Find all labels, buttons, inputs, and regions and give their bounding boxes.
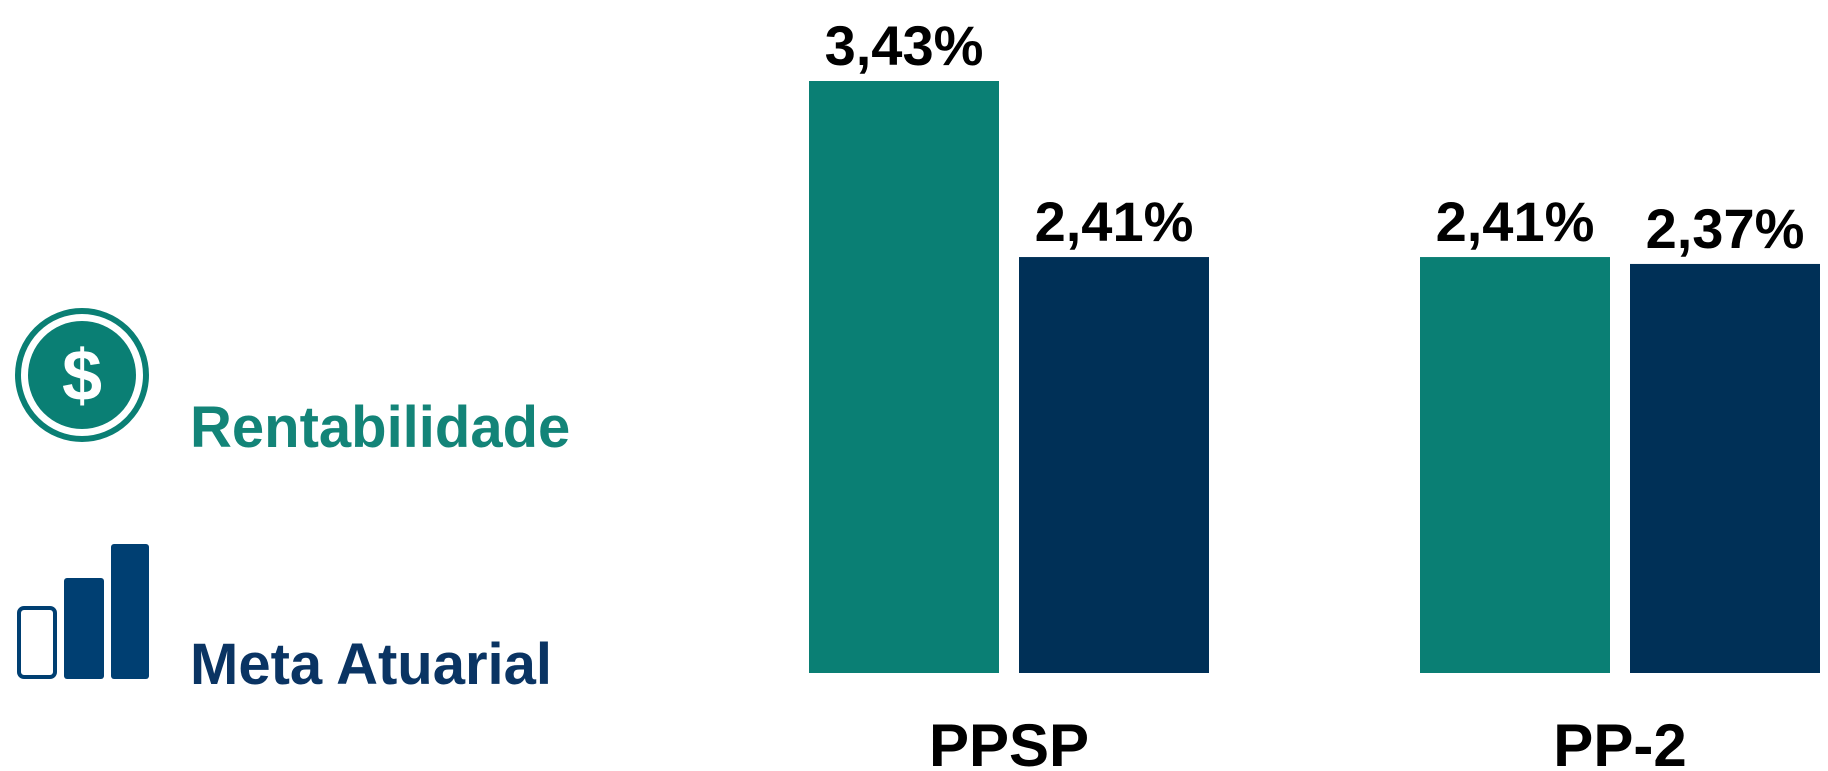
- value-label: 2,37%: [1646, 197, 1805, 260]
- x-tick-label: PP-2: [1553, 712, 1686, 771]
- value-label: 3,43%: [825, 14, 984, 77]
- legend-icon-dollar: $: [15, 308, 149, 442]
- legend-icon-bars: [17, 544, 149, 679]
- bar: [1630, 263, 1820, 673]
- svg-text:$: $: [62, 336, 102, 416]
- legend-label: Meta Atuarial: [190, 632, 552, 697]
- value-label: 2,41%: [1035, 190, 1194, 253]
- value-label: 2,41%: [1436, 190, 1595, 253]
- legend-label: Rentabilidade: [190, 395, 570, 460]
- bar: [1420, 257, 1610, 673]
- bar: [809, 81, 999, 673]
- x-tick-label: PPSP: [929, 712, 1089, 771]
- bar: [1019, 257, 1209, 673]
